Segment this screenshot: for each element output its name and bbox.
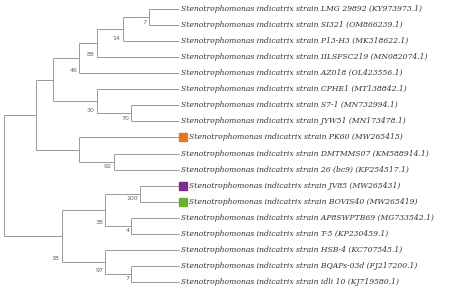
Text: Stenotrophomonas indicatrix strain 26 (bc9) (KF254517.1): Stenotrophomonas indicatrix strain 26 (b… (181, 166, 409, 173)
Text: Stenotrophomonas indicatrix strain AP8SWPTB69 (MG733542.1): Stenotrophomonas indicatrix strain AP8SW… (181, 214, 434, 221)
Text: Stenotrophomonas indicatrix strain BOVIS40 (MW265419): Stenotrophomonas indicatrix strain BOVIS… (189, 198, 418, 205)
Text: Stenotrophomonas indicatrix strain DMTMMS07 (KM588914.1): Stenotrophomonas indicatrix strain DMTMM… (181, 150, 429, 157)
Text: Stenotrophomonas indicatrix strain LMG 29892 (KY973973.1): Stenotrophomonas indicatrix strain LMG 2… (181, 6, 422, 13)
Text: 7: 7 (143, 19, 146, 25)
Text: 38: 38 (52, 256, 60, 261)
Text: Stenotrophomonas indicatrix strain IILSFSC219 (MN082074.1): Stenotrophomonas indicatrix strain IILSF… (181, 54, 428, 61)
Text: Stenotrophomonas indicatrix strain JV85 (MW265431): Stenotrophomonas indicatrix strain JV85 … (189, 182, 401, 189)
Text: 92: 92 (104, 164, 112, 169)
FancyBboxPatch shape (179, 198, 187, 205)
Text: Stenotrophomonas indicatrix strain SI321 (OM866239.1): Stenotrophomonas indicatrix strain SI321… (181, 22, 403, 29)
Text: 7: 7 (125, 276, 129, 281)
Text: 14: 14 (113, 36, 120, 41)
Text: Stenotrophomonas indicatrix strain S7-1 (MN732994.1): Stenotrophomonas indicatrix strain S7-1 … (181, 102, 398, 109)
Text: Stenotrophomonas indicatrix strain P13-H3 (MK318622.1): Stenotrophomonas indicatrix strain P13-H… (181, 38, 409, 45)
Text: 38: 38 (95, 220, 103, 225)
Text: Stenotrophomonas indicatrix strain PK60 (MW265415): Stenotrophomonas indicatrix strain PK60 … (189, 134, 403, 141)
Text: Stenotrophomonas indicatrix strain HSB-4 (KC707545.1): Stenotrophomonas indicatrix strain HSB-4… (181, 246, 402, 253)
Text: Stenotrophomonas indicatrix strain AZ018 (OL423556.1): Stenotrophomonas indicatrix strain AZ018… (181, 70, 403, 77)
Text: 46: 46 (69, 68, 77, 73)
Text: Stenotrophomonas indicatrix strain T-5 (KP230459.1): Stenotrophomonas indicatrix strain T-5 (… (181, 230, 388, 237)
Text: Stenotrophomonas indicatrix strain BQAPs-03d (FJ217200.1): Stenotrophomonas indicatrix strain BQAPs… (181, 262, 418, 269)
Text: 97: 97 (95, 268, 103, 273)
FancyBboxPatch shape (179, 134, 187, 141)
Text: Stenotrophomonas indicatrix strain idli 10 (KJ719580.1): Stenotrophomonas indicatrix strain idli … (181, 278, 399, 285)
Text: Stenotrophomonas indicatrix strain CPHE1 (MT138842.1): Stenotrophomonas indicatrix strain CPHE1… (181, 86, 407, 93)
Text: Stenotrophomonas indicatrix strain JYW51 (MN173478.1): Stenotrophomonas indicatrix strain JYW51… (181, 118, 406, 125)
Text: 70: 70 (121, 116, 129, 121)
FancyBboxPatch shape (179, 182, 187, 189)
Text: 100: 100 (126, 196, 138, 201)
Text: 4: 4 (125, 228, 129, 233)
Text: 30: 30 (87, 108, 94, 113)
Text: 88: 88 (87, 52, 94, 57)
